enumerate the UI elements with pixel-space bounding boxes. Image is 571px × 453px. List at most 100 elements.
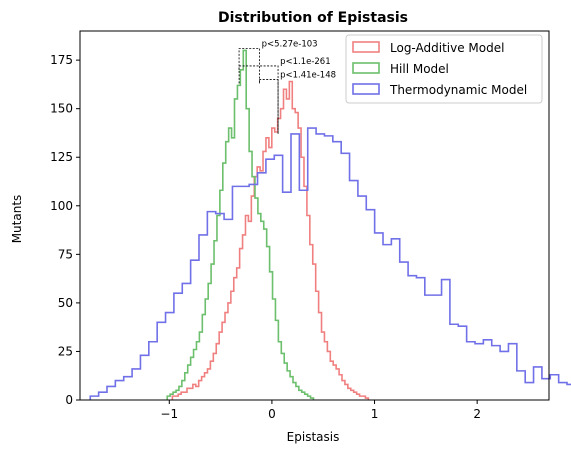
histogram-bin (99, 392, 107, 400)
histogram-bin (196, 342, 199, 400)
histogram-bin (483, 340, 491, 400)
histogram-bin (140, 355, 148, 400)
histogram-bin (534, 367, 542, 400)
histogram-bin (261, 221, 264, 400)
x-axis-label: Epistasis (287, 430, 340, 444)
histogram-bin (333, 365, 336, 400)
histogram-bin (559, 383, 567, 400)
histogram-bin (226, 142, 229, 400)
histogram-bin (132, 369, 140, 400)
plot-frame (79, 30, 550, 401)
bracket-line (238, 65, 279, 134)
y-tick-label: 100 (50, 199, 73, 213)
histogram-bin (229, 128, 232, 400)
histogram-bin (467, 342, 475, 400)
legend-entry: Thermodynamic Model (352, 83, 527, 97)
significance-bracket: p<1.41e-148 (259, 71, 336, 134)
histogram-bin (251, 196, 254, 400)
histogram-bin (475, 344, 483, 400)
y-tick-label: 50 (58, 296, 73, 310)
chart-legend: Log-Additive Model Hill Model Thermodynami… (345, 34, 543, 104)
histogram-bin (442, 280, 450, 400)
histogram-bin (375, 233, 383, 400)
histogram-bin (301, 157, 304, 400)
histogram-bin (235, 99, 238, 400)
histogram-bin (190, 388, 193, 400)
histogram-bin (416, 278, 424, 400)
histogram-bin (225, 313, 228, 400)
histogram-bin (500, 351, 508, 400)
histogram-bin (232, 186, 240, 400)
histogram-bin (249, 151, 252, 400)
histogram-bin (246, 109, 249, 400)
histogram-bin (252, 177, 255, 400)
histogram-bin (115, 381, 123, 400)
y-axis-label: Mutants (10, 195, 24, 244)
p-value-label: p<1.1e-261 (280, 57, 331, 67)
histogram-bin (217, 216, 220, 401)
histogram-bin (174, 293, 182, 400)
histogram-bin (211, 264, 214, 400)
axes-group: −1 0 1 2 0 25 50 75 100 125 150 175 (50, 30, 550, 421)
histogram-bin (274, 155, 282, 400)
histogram-bin (234, 278, 237, 400)
histogram-bin (272, 128, 275, 400)
histogram-step-line (171, 80, 370, 400)
legend-swatch (352, 83, 380, 95)
legend-swatch (352, 41, 380, 53)
x-tick-label: 1 (371, 407, 379, 421)
histogram-bin (278, 118, 281, 400)
histogram-bin (222, 322, 225, 400)
histogram-bin (366, 210, 374, 400)
histogram-bin (245, 216, 248, 401)
y-tick-label: 175 (50, 53, 73, 67)
histogram-bin (425, 295, 433, 400)
histogram-bin (196, 386, 199, 400)
p-value-label: p<5.27e-103 (262, 39, 318, 49)
histogram-bin (508, 344, 516, 400)
histogram-bin (258, 214, 261, 400)
histogram-step-line (166, 49, 315, 400)
histogram-bin (240, 249, 243, 400)
histogram-bin (184, 392, 187, 400)
histogram-bin (450, 324, 458, 400)
histogram-bin (289, 81, 292, 400)
histogram-bin (243, 235, 246, 400)
histogram-bin (266, 138, 269, 400)
histogram-bin (358, 196, 366, 400)
histogram-bin (232, 138, 235, 400)
histogram-bin (286, 99, 289, 400)
p-value-label: p<1.41e-148 (280, 71, 336, 81)
histogram-bin (550, 375, 558, 400)
series-log-additive-model (171, 80, 370, 401)
legend-label: Log-Additive Model (390, 41, 504, 55)
y-tick-label: 25 (58, 344, 73, 358)
significance-bracket: p<5.27e-103 (238, 39, 318, 84)
histogram-bin (207, 212, 215, 400)
histogram-bin (492, 346, 500, 400)
histogram-bin (248, 221, 251, 400)
histogram-bin (166, 313, 174, 400)
histogram-bin (264, 229, 267, 400)
histogram-bin (223, 163, 226, 400)
y-tick-label: 0 (65, 393, 73, 407)
histogram-bin (255, 198, 258, 400)
chart-title: Distribution of Epistasis (218, 10, 408, 26)
bracket-line (238, 48, 260, 84)
histogram-bin (237, 85, 240, 400)
histogram-bin (304, 186, 307, 400)
histogram-bin (249, 184, 257, 400)
histogram-bin (295, 113, 298, 400)
histogram-bin (316, 134, 324, 400)
legend-label: Thermodynamic Model (389, 83, 527, 97)
y-tick-label: 125 (50, 150, 73, 164)
histogram-bin (157, 322, 165, 400)
histogram-bin (231, 291, 234, 400)
series-hill-model (166, 49, 315, 401)
histogram-series-group (89, 49, 571, 401)
histogram-bin (220, 190, 223, 400)
histogram-bin (433, 295, 441, 400)
histogram-bin (383, 245, 391, 400)
histogram-bin (525, 383, 533, 400)
